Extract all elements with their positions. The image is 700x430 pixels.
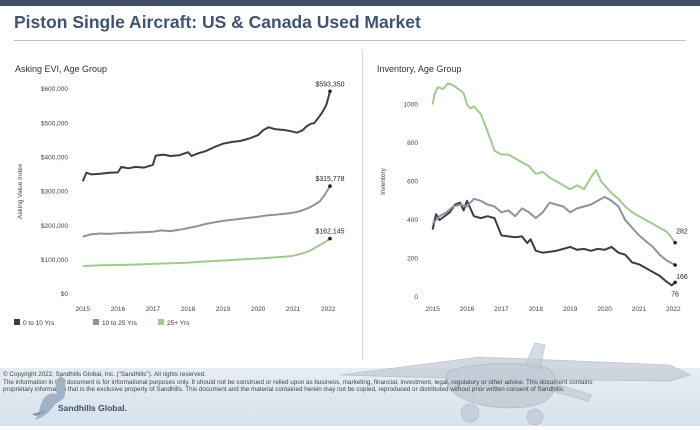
x-tick-label: 2022 <box>666 306 681 313</box>
series-line-1 <box>431 199 676 287</box>
y-tick-label: $600,000 <box>41 86 68 93</box>
copyright-text: © Copyright 2022, Sandhills Global, Inc.… <box>3 371 207 378</box>
legend-label: 0 to 10 Yrs <box>23 320 55 327</box>
y-tick-label: 800 <box>407 140 418 147</box>
y-tick-label: 600 <box>407 179 418 186</box>
legend-swatch <box>93 319 99 325</box>
series-end-label: 166 <box>676 274 688 281</box>
series-line-2 <box>82 185 331 238</box>
panel-divider <box>362 50 363 360</box>
chart-title: Asking EVI, Age Group <box>15 64 107 74</box>
series-line-3 <box>431 82 676 244</box>
series-end-label: $162,145 <box>315 229 344 236</box>
x-tick-label: 2015 <box>76 306 91 313</box>
y-axis-label: Asking Value Index <box>17 163 24 219</box>
legend-swatch <box>14 319 20 325</box>
series-line-3 <box>82 237 331 267</box>
x-tick-label: 2017 <box>146 306 161 313</box>
series-line-2 <box>431 195 676 266</box>
series-end-point <box>673 280 677 285</box>
aircraft-illustration <box>339 342 692 426</box>
legend-label: 25+ Yrs <box>167 320 190 327</box>
x-tick-label: 2021 <box>286 306 301 313</box>
series-end-point <box>328 236 332 241</box>
page-title: Piston Single Aircraft: US & Canada Used… <box>14 12 421 32</box>
title-divider <box>14 40 686 41</box>
series-end-point <box>673 240 677 245</box>
x-tick-label: 2020 <box>251 306 266 313</box>
series-end-label: 282 <box>676 229 688 236</box>
x-tick-label: 2022 <box>321 306 336 313</box>
x-tick-label: 2017 <box>494 306 509 313</box>
y-tick-label: 400 <box>407 217 418 224</box>
series-end-point <box>673 263 677 267</box>
x-tick-label: 2016 <box>460 306 475 313</box>
chart-title: Inventory, Age Group <box>377 64 461 74</box>
header-bar <box>0 0 700 6</box>
x-tick-label: 2018 <box>529 306 544 313</box>
x-tick-label: 2015 <box>425 306 440 313</box>
y-axis-label: Inventory <box>380 167 387 194</box>
series-end-point <box>328 89 332 94</box>
y-tick-label: $500,000 <box>41 120 68 127</box>
x-tick-label: 2021 <box>632 306 647 313</box>
x-tick-label: 2016 <box>111 306 126 313</box>
brand-name: Sandhills Global. <box>58 403 127 413</box>
x-tick-label: 2019 <box>563 306 578 313</box>
y-tick-label: $100,000 <box>41 257 68 264</box>
y-tick-label: $0 <box>61 291 69 298</box>
footer-disclaimer: © Copyright 2022, Sandhills Global, Inc.… <box>3 371 623 394</box>
series-end-label: $315,778 <box>315 176 344 183</box>
y-tick-label: 0 <box>414 294 418 301</box>
x-tick-label: 2019 <box>216 306 231 313</box>
inventory-chart: Inventory, Age Group Inventory 0 200 400 600 8… <box>377 64 688 313</box>
series-line-1 <box>81 91 331 182</box>
y-tick-label: $300,000 <box>41 189 68 196</box>
series-end-point <box>328 184 332 188</box>
y-tick-label: $200,000 <box>41 223 68 230</box>
y-tick-label: $400,000 <box>41 155 68 162</box>
legend-label: 10 to 25 Yrs <box>102 320 138 327</box>
y-tick-label: 1000 <box>404 102 419 109</box>
y-tick-label: 200 <box>407 256 418 263</box>
x-tick-label: 2018 <box>181 306 196 313</box>
x-tick-label: 2020 <box>597 306 612 313</box>
asking-evi-chart: Asking EVI, Age Group Asking Value Index $… <box>14 64 345 327</box>
crane-logo-icon <box>32 376 66 420</box>
series-end-label: 76 <box>671 291 679 298</box>
legend-swatch <box>158 319 164 325</box>
series-end-label: $593,350 <box>315 81 344 88</box>
disclaimer-text: The information in this document is for … <box>3 378 593 394</box>
